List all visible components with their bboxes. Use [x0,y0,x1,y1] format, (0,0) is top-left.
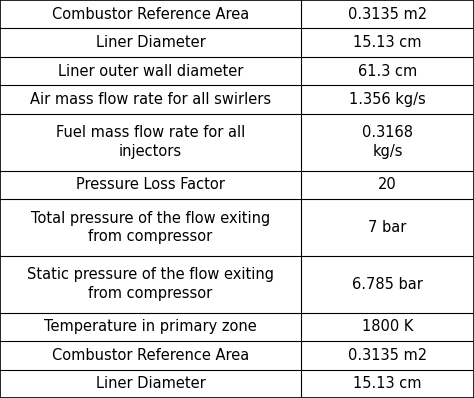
Text: 20: 20 [378,177,397,192]
Text: 15.13 cm: 15.13 cm [353,35,422,50]
Bar [0,57,474,85]
Text: 6.785 bar: 6.785 bar [352,277,423,292]
Text: 1800 K: 1800 K [362,320,413,334]
Text: Air mass flow rate for all swirlers: Air mass flow rate for all swirlers [30,92,271,107]
Text: 0.3135 m2: 0.3135 m2 [348,7,427,22]
Text: Liner outer wall diameter: Liner outer wall diameter [58,64,243,78]
Text: Temperature in primary zone: Temperature in primary zone [44,320,257,334]
Bar [0,341,474,370]
Text: Static pressure of the flow exiting
from compressor: Static pressure of the flow exiting from… [27,267,274,301]
Text: Pressure Loss Factor: Pressure Loss Factor [76,177,225,192]
Bar [0,199,474,256]
Text: 15.13 cm: 15.13 cm [353,376,422,391]
Text: Total pressure of the flow exiting
from compressor: Total pressure of the flow exiting from … [31,211,270,244]
Bar [0,171,474,199]
Text: 7 bar: 7 bar [368,220,407,235]
Bar [0,313,474,341]
Bar [0,28,474,57]
Text: Combustor Reference Area: Combustor Reference Area [52,7,249,22]
Bar [0,370,474,398]
Text: 0.3168
kg/s: 0.3168 kg/s [362,125,413,159]
Text: Fuel mass flow rate for all
injectors: Fuel mass flow rate for all injectors [56,125,245,159]
Text: 61.3 cm: 61.3 cm [358,64,417,78]
Bar [0,114,474,171]
Bar [0,256,474,313]
Bar [0,0,474,28]
Text: Liner Diameter: Liner Diameter [96,35,205,50]
Text: Liner Diameter: Liner Diameter [96,376,205,391]
Text: Combustor Reference Area: Combustor Reference Area [52,348,249,363]
Bar [0,85,474,114]
Text: 0.3135 m2: 0.3135 m2 [348,348,427,363]
Text: 1.356 kg/s: 1.356 kg/s [349,92,426,107]
